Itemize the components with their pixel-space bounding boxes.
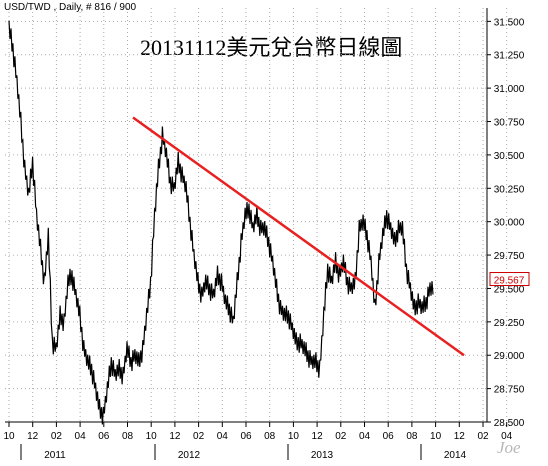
x-tick-label: 12 — [27, 431, 39, 442]
x-tick-label: 04 — [217, 431, 229, 442]
price-series — [8, 20, 434, 425]
x-tick-label: 08 — [122, 431, 134, 442]
price-line — [8, 20, 434, 425]
x-tick-label: 08 — [406, 431, 418, 442]
y-tick-label: 30.000 — [494, 218, 525, 229]
x-tick-label: 02 — [335, 431, 347, 442]
x-tick-label: 04 — [359, 431, 371, 442]
year-label: 2013 — [311, 450, 334, 461]
x-tick-label: 02 — [193, 431, 205, 442]
x-tick-label: 02 — [51, 431, 63, 442]
x-tick-label: 06 — [383, 431, 395, 442]
year-label: 2014 — [444, 450, 467, 461]
y-axis: 31.500 31.250 31.000 30.750 30.500 30.250 30.0… — [486, 8, 525, 429]
y-tick-label: 31.500 — [494, 17, 525, 28]
y-tick-label: 29.750 — [494, 251, 525, 262]
x-tick-label: 04 — [501, 431, 513, 442]
x-tick-label: 12 — [169, 431, 181, 442]
last-value-label: 29.567 — [494, 276, 525, 287]
y-tick-label: 31.250 — [494, 51, 525, 62]
y-tick-label: 29.500 — [494, 284, 525, 295]
chart-title: 20131112美元兌台幣日線圖 — [140, 35, 403, 60]
x-tick-label: 10 — [430, 431, 442, 442]
x-axis: 10 12 02 04 06 08 10 12 02 04 06 08 10 12 02 04 06 08 10 12… — [3, 421, 513, 461]
trendline-group — [132, 116, 465, 357]
x-tick-label: 02 — [477, 431, 489, 442]
y-tick-label: 29.000 — [494, 351, 525, 362]
x-tick-label: 06 — [98, 431, 110, 442]
last-value-box — [489, 272, 530, 287]
x-tick-label: 10 — [146, 431, 158, 442]
y-tick-label: 30.250 — [494, 184, 525, 195]
chart-header: USD/TWD , Daily, # 816 / 900 — [4, 2, 137, 13]
y-tick-label: 29.250 — [494, 318, 525, 329]
x-tick-label: 12 — [312, 431, 324, 442]
y-tick-label: 30.750 — [494, 118, 525, 129]
year-label: 2011 — [44, 450, 66, 461]
x-tick-label: 10 — [288, 431, 300, 442]
red-trendline — [132, 116, 465, 357]
last-value-marker: 29.567 — [489, 272, 530, 287]
y-tick-label: 31.000 — [494, 84, 525, 95]
year-label: 2012 — [178, 450, 201, 461]
x-tick-label: 12 — [454, 431, 466, 442]
y-tick-label: 30.500 — [494, 151, 525, 162]
x-tick-label: 04 — [75, 431, 87, 442]
y-tick-label: 28.750 — [494, 385, 525, 396]
x-tick-label: 08 — [264, 431, 276, 442]
x-tick-label: 10 — [3, 431, 15, 442]
x-tick-label: 06 — [240, 431, 252, 442]
y-tick-label: 28.500 — [494, 418, 525, 429]
watermark-joe: Joe — [497, 438, 521, 457]
